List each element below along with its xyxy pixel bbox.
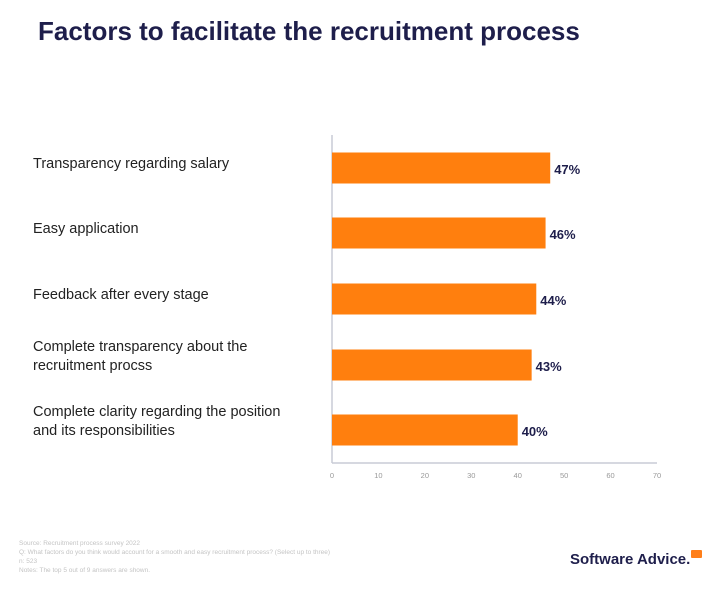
data-label: 44%: [540, 293, 566, 308]
speech-bubble-icon: [691, 550, 702, 558]
x-tick-label: 30: [467, 471, 475, 480]
bar: [332, 152, 551, 184]
footer-sample-size: n: 523: [19, 558, 38, 565]
x-tick-label: 40: [514, 471, 522, 480]
category-label: Transparency regarding salary: [33, 156, 230, 172]
x-tick-label: 60: [606, 471, 614, 480]
data-label: 46%: [550, 227, 576, 242]
data-label: 40%: [522, 424, 548, 439]
category-label: Complete transparency about the recruitm…: [33, 339, 248, 374]
category-label: Feedback after every stage: [33, 287, 209, 303]
footer-notes-text: Notes: The top 5 out of 9 answers are sh…: [19, 567, 151, 574]
x-tick-label: 20: [421, 471, 429, 480]
category-label: Complete clarity regarding the position …: [33, 404, 281, 439]
data-label: 43%: [536, 359, 562, 374]
footer-source: Source: Recruitment process survey 2022: [19, 540, 141, 547]
x-tick-label: 0: [330, 471, 334, 480]
data-label: 47%: [554, 162, 580, 177]
footer-question: Q: What factors do you think would accou…: [19, 549, 331, 556]
x-tick-label: 10: [374, 471, 382, 480]
bar: [332, 349, 532, 381]
category-label: Easy application: [33, 221, 139, 237]
x-tick-label: 50: [560, 471, 568, 480]
software-advice-logo: Software Advice.: [570, 551, 691, 568]
bar: [332, 414, 518, 446]
chart-title: Factors to facilitate the recruitment pr…: [38, 16, 580, 46]
bar: [332, 283, 537, 315]
bar: [332, 217, 546, 249]
footer-notes: Source: Recruitment process survey 2022 …: [19, 539, 330, 575]
x-tick-label: 70: [653, 471, 661, 480]
